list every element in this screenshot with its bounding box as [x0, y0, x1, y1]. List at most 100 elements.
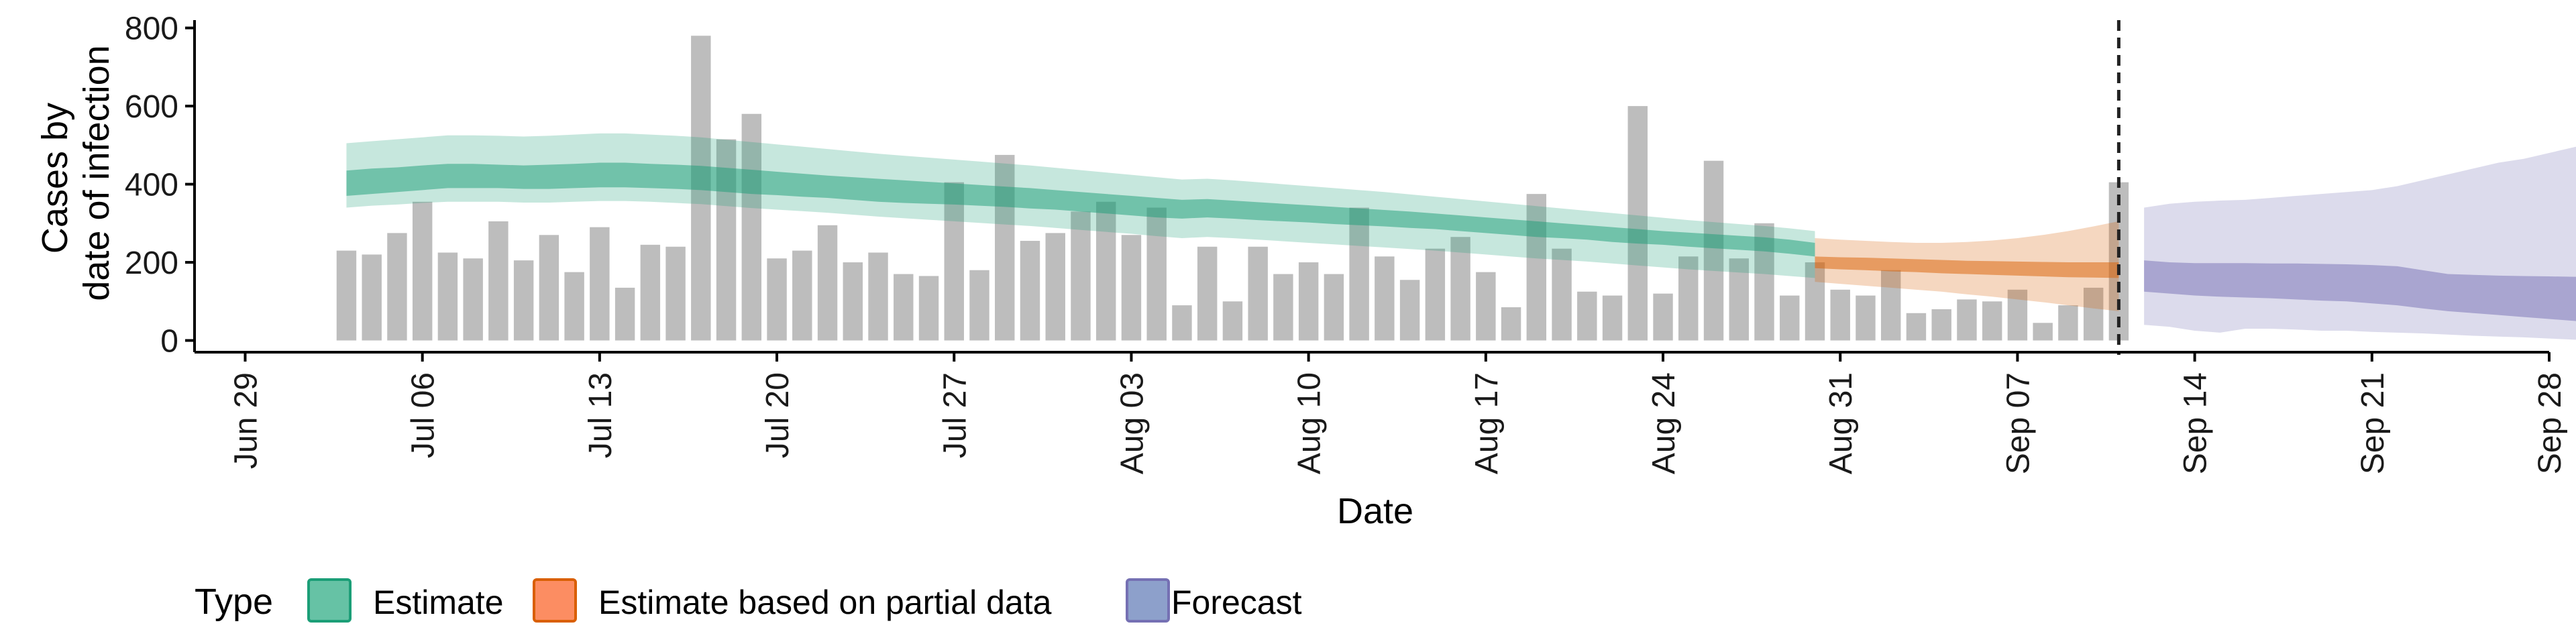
case-bar	[1780, 295, 1800, 341]
case-bar	[1526, 194, 1547, 341]
case-bar	[513, 260, 534, 341]
case-bar	[1399, 280, 1420, 341]
x-tick-label: Jul 27	[937, 372, 973, 458]
x-tick-label: Jun 29	[228, 372, 264, 469]
y-axis-title: Cases by date of infection	[35, 45, 117, 301]
x-tick-label: Jul 13	[583, 372, 619, 458]
case-bar	[1830, 289, 1850, 341]
legend: Type Estimate Estimate based on partial …	[195, 578, 1302, 623]
case-bar	[1298, 262, 1319, 341]
case-bar	[1197, 246, 1218, 341]
case-bar	[817, 225, 838, 341]
case-bar	[463, 258, 483, 341]
case-bar	[741, 113, 762, 341]
x-tick-label: Sep 28	[2532, 372, 2568, 474]
y-tick-label: 200	[125, 246, 178, 281]
case-bar	[995, 154, 1015, 341]
x-tick-label: Jul 20	[760, 372, 796, 458]
case-bar	[614, 287, 635, 341]
ribbon-forecast-inner	[2144, 260, 2576, 321]
case-bar	[590, 227, 610, 341]
case-bar	[1172, 305, 1192, 341]
case-bar	[1577, 291, 1597, 341]
case-bar	[1931, 309, 1951, 341]
case-bar	[1349, 207, 1369, 341]
case-bar	[1375, 256, 1395, 341]
case-bar	[1222, 301, 1243, 341]
case-bar	[665, 246, 686, 341]
case-bar	[1071, 211, 1091, 341]
reported-cases-bars	[336, 36, 2129, 341]
case-bar	[1627, 106, 1648, 341]
case-bar	[1324, 274, 1344, 341]
case-bar	[1982, 301, 2002, 341]
legend-key-forecast	[1126, 578, 1170, 623]
case-bar	[1805, 262, 1825, 341]
x-tick-label: Sep 14	[2178, 372, 2214, 474]
case-bar	[1045, 233, 1065, 341]
case-bar	[412, 201, 433, 341]
x-tick-label: Jul 06	[406, 372, 441, 458]
case-bar	[1450, 237, 1470, 341]
x-tick-label: Aug 03	[1114, 372, 1150, 474]
case-bar	[868, 252, 888, 341]
case-bar	[336, 250, 357, 341]
case-bar	[1653, 293, 1673, 341]
case-bar	[2108, 182, 2129, 341]
x-tick-label: Aug 17	[1469, 372, 1505, 474]
case-bar	[488, 221, 508, 341]
case-bar	[1020, 241, 1040, 341]
case-bar	[1602, 295, 1623, 341]
case-bar	[1729, 258, 1749, 341]
case-bar	[1957, 299, 1977, 341]
case-bar	[1095, 201, 1116, 341]
y-tick-label: 800	[125, 11, 178, 47]
y-axis-title-line-1: Cases by	[35, 103, 75, 254]
case-bar	[1501, 307, 1521, 341]
case-bar	[1552, 248, 1572, 341]
case-bar	[1273, 274, 1293, 341]
legend-label-forecast: Forecast	[1171, 584, 1302, 621]
x-tick-label: Sep 07	[2000, 372, 2036, 474]
case-bar	[1146, 207, 1167, 341]
case-bar	[969, 270, 989, 341]
legend-label-estimate: Estimate	[373, 584, 504, 621]
case-bar	[1248, 246, 1268, 341]
case-bar	[387, 233, 407, 341]
case-bar	[2007, 289, 2028, 341]
legend-title: Type	[195, 582, 273, 622]
y-tick-label: 600	[125, 89, 178, 125]
case-bar	[1678, 256, 1699, 341]
x-axis-title: Date	[1337, 491, 1413, 531]
case-bar	[1425, 248, 1446, 341]
case-bar	[1703, 160, 1724, 341]
case-bar	[437, 252, 458, 341]
case-bar	[767, 258, 787, 341]
axes: 0 200 400 600 800 Jun 29 Jul 06 Jul 13 Jul 20 Jul…	[125, 11, 2568, 474]
x-tick-label: Aug 24	[1646, 372, 1682, 474]
case-bar	[894, 274, 914, 341]
case-bar	[640, 244, 661, 341]
ribbon-estimate-inner	[346, 162, 1815, 257]
legend-key-estimate	[307, 578, 352, 623]
case-bar	[792, 250, 812, 341]
case-bar	[1476, 272, 1496, 341]
case-bar	[2058, 305, 2078, 341]
ribbon-partial-inner	[1815, 256, 2119, 278]
case-bar	[539, 235, 559, 341]
case-bar	[564, 272, 584, 341]
x-tick-label: Aug 10	[1292, 372, 1328, 474]
y-tick-label: 400	[125, 168, 178, 203]
case-bar	[843, 262, 863, 341]
case-bar	[2033, 323, 2053, 341]
case-bar	[1906, 313, 1927, 341]
case-bar	[918, 276, 939, 341]
case-bar	[362, 254, 382, 341]
legend-label-partial: Estimate based on partial data	[598, 584, 1052, 621]
y-axis-title-line-2: date of infection	[76, 45, 117, 301]
case-bar	[944, 182, 964, 341]
y-tick-label: 0	[160, 324, 178, 360]
case-bar	[2083, 287, 2104, 341]
legend-key-partial	[533, 578, 577, 623]
